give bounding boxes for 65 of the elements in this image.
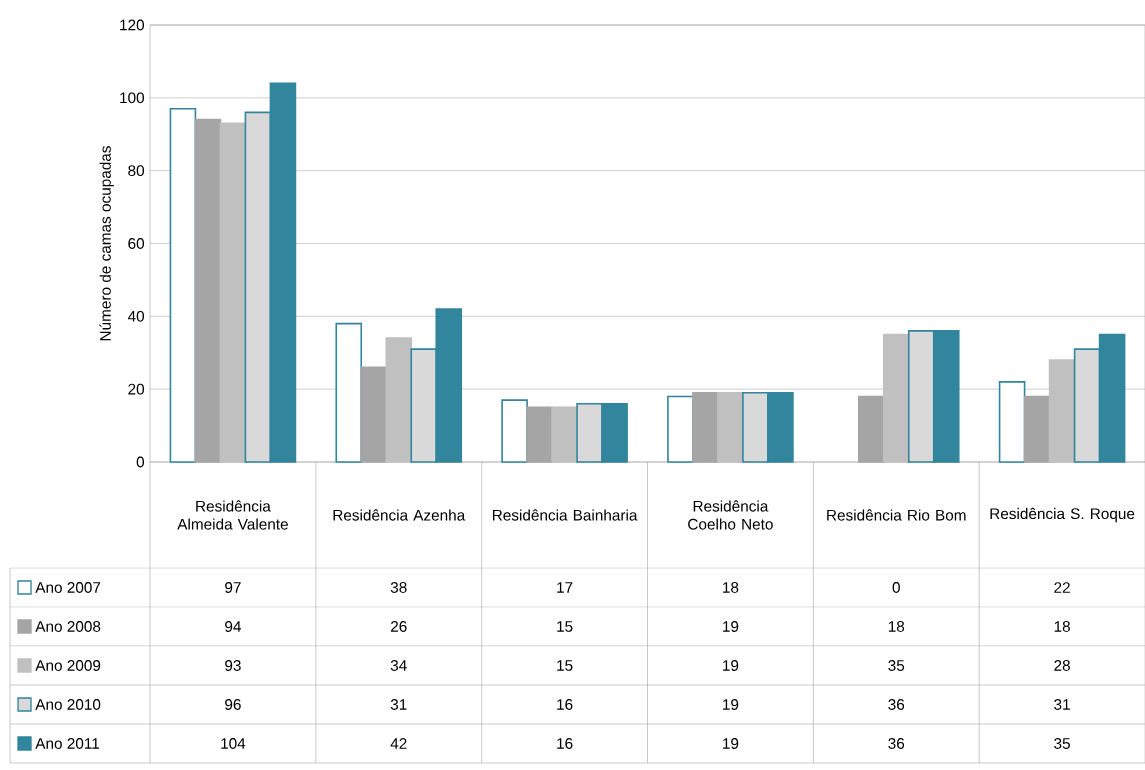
data-label: 42 bbox=[390, 738, 407, 749]
data-label: 104 bbox=[221, 738, 246, 749]
legend-label: Ano 2010 bbox=[35, 699, 101, 710]
bar bbox=[360, 366, 388, 463]
data-label: 15 bbox=[557, 660, 573, 671]
data-label: 31 bbox=[390, 699, 407, 710]
bar bbox=[551, 406, 578, 463]
data-label: 34 bbox=[390, 660, 407, 671]
data-label: 97 bbox=[225, 582, 241, 593]
y-tick-label: 100 bbox=[120, 92, 145, 104]
data-label: 26 bbox=[391, 621, 407, 632]
data-label: 36 bbox=[888, 738, 905, 749]
data-label: 18 bbox=[1054, 621, 1070, 632]
data-label: 93 bbox=[225, 660, 241, 671]
x-tick-label: Residência Almeida Valente bbox=[177, 500, 288, 530]
data-label: 28 bbox=[1054, 660, 1070, 671]
y-tick-label: 20 bbox=[128, 383, 145, 395]
bar bbox=[717, 391, 744, 463]
bar bbox=[219, 122, 247, 463]
y-tick-label: 120 bbox=[120, 19, 145, 31]
data-label: 35 bbox=[1054, 738, 1070, 749]
data-label: 19 bbox=[723, 621, 739, 632]
data-label: 19 bbox=[723, 699, 739, 710]
y-tick-label: 40 bbox=[127, 310, 145, 322]
y-tick-label: 60 bbox=[128, 238, 145, 249]
bar bbox=[692, 391, 719, 463]
bar bbox=[194, 118, 222, 463]
data-label: 22 bbox=[1054, 582, 1070, 593]
data-label: 0 bbox=[892, 582, 900, 593]
data-label: 31 bbox=[1054, 699, 1070, 710]
y-axis-title: Número de camas ocupadas bbox=[99, 146, 114, 341]
bar bbox=[335, 322, 363, 463]
data-label: 16 bbox=[557, 699, 573, 710]
bar bbox=[526, 406, 553, 463]
data-label: 18 bbox=[888, 621, 905, 632]
x-tick-label: Residência Coelho Neto bbox=[688, 500, 773, 530]
legend-label: Ano 2007 bbox=[35, 582, 101, 593]
data-label: 36 bbox=[888, 699, 905, 710]
bar bbox=[667, 395, 694, 463]
x-tick-label: Residência Rio Bom bbox=[827, 509, 966, 521]
data-label: 35 bbox=[888, 660, 905, 671]
bar bbox=[501, 399, 528, 463]
bar bbox=[1023, 395, 1051, 463]
data-label: 16 bbox=[557, 738, 573, 749]
y-tick-label: 0 bbox=[136, 456, 145, 468]
bar bbox=[998, 381, 1026, 463]
data-label: 96 bbox=[225, 699, 241, 710]
x-tick-label: Residência Bainharia bbox=[492, 509, 638, 521]
data-label: 17 bbox=[557, 582, 573, 593]
data-label: 94 bbox=[225, 621, 241, 632]
legend-label: Ano 2011 bbox=[35, 738, 100, 749]
bar bbox=[1048, 359, 1076, 463]
data-label: 19 bbox=[723, 738, 739, 749]
bar bbox=[882, 333, 910, 463]
bar bbox=[385, 337, 413, 463]
data-label: 15 bbox=[557, 621, 573, 632]
legend-label: Ano 2008 bbox=[35, 621, 101, 632]
data-label: 38 bbox=[390, 582, 407, 593]
x-tick-label: Residência S. Roque bbox=[990, 507, 1135, 523]
bar bbox=[169, 107, 197, 463]
data-label: 19 bbox=[723, 660, 739, 671]
x-tick-label: Residência Azenha bbox=[333, 509, 466, 521]
legend-label: Ano 2009 bbox=[35, 660, 101, 671]
y-tick-label: 80 bbox=[128, 165, 145, 177]
data-label: 18 bbox=[723, 582, 739, 593]
